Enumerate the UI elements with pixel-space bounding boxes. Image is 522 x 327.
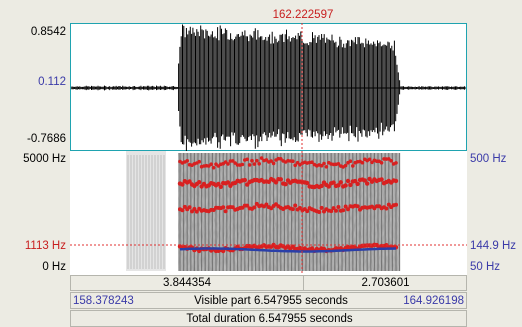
selection-strip[interactable]: 3.844354 2.703601 xyxy=(70,275,467,291)
spectrogram-freq-min-label: 0 Hz xyxy=(42,261,66,273)
waveform-min-label: -0.7686 xyxy=(26,133,66,145)
visible-end-time: 164.926198 xyxy=(403,294,464,307)
sound-editor-plot[interactable] xyxy=(70,23,467,275)
pitch-min-label: 50 Hz xyxy=(470,261,501,273)
waveform xyxy=(71,24,466,152)
visible-part-label: Visible part 6.547955 seconds xyxy=(194,294,348,307)
selection-right-duration: 2.703601 xyxy=(361,277,410,289)
pitch-max-label: 500 Hz xyxy=(470,153,507,165)
selection-left-part[interactable]: 3.844354 xyxy=(71,276,304,290)
pitch-cursor-label: 144.9 Hz xyxy=(470,240,517,252)
spectrogram-freq-max-label: 5000 Hz xyxy=(23,153,66,165)
waveform-cursor-value-label: 0.112 xyxy=(38,76,66,88)
pitch-contour xyxy=(179,247,397,253)
selection-left-duration: 3.844354 xyxy=(163,277,211,289)
waveform-max-label: 0.8542 xyxy=(30,26,66,38)
selection-right-part[interactable]: 2.703601 xyxy=(304,276,467,290)
spectrogram-freq-cursor-label: 1113 Hz xyxy=(24,240,66,252)
cursor-time-label: 162.222597 xyxy=(272,9,334,21)
visible-part-strip[interactable]: 158.378243 Visible part 6.547955 seconds… xyxy=(70,292,467,309)
total-duration-strip[interactable]: Total duration 6.547955 seconds xyxy=(70,310,467,327)
visible-start-time: 158.378243 xyxy=(73,294,134,307)
total-duration-label: Total duration 6.547955 seconds xyxy=(186,312,353,325)
